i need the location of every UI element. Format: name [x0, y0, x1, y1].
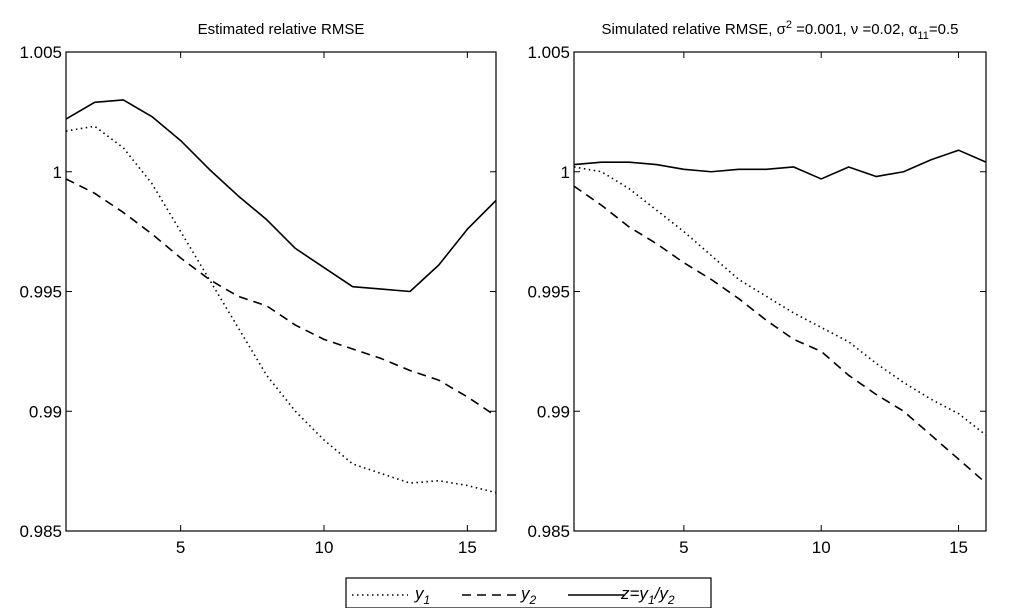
subplot-2: Simulated relative RMSE, σ2 =0.001, ν =0… — [527, 19, 987, 557]
x-tick-label: 10 — [315, 538, 334, 557]
legend-label-y2: y2 — [520, 584, 537, 607]
series-line-z — [574, 149, 986, 180]
x-tick-label: 15 — [458, 538, 477, 557]
title-text: =0.5 — [929, 21, 959, 38]
y-tick-label: 0.99 — [29, 402, 62, 421]
series-line-y2 — [574, 185, 986, 484]
y-tick-label: 0.985 — [19, 522, 62, 541]
x-tick-label: 15 — [949, 538, 968, 557]
axes-frame — [573, 51, 987, 532]
y-tick-label: 1.005 — [19, 43, 62, 62]
y-tick-label: 1 — [561, 163, 570, 182]
series-line-y2 — [66, 178, 496, 417]
series-line-y1 — [574, 166, 986, 436]
legend-subscript: 1 — [648, 593, 655, 607]
series-line-y1 — [66, 125, 496, 494]
legend-text: y — [414, 584, 425, 603]
legend-label-y1: y1 — [414, 584, 430, 607]
title-subscript: 11 — [917, 30, 928, 42]
x-tick-label: 10 — [812, 538, 831, 557]
legend-box — [345, 577, 712, 608]
title-text: =0.001, ν =0.02, α — [792, 21, 918, 38]
subplot-title: Simulated relative RMSE, σ2 =0.001, ν =0… — [602, 19, 959, 42]
y-tick-label: 0.995 — [19, 283, 62, 302]
legend-subscript: 2 — [529, 593, 537, 607]
title-superscript: 2 — [786, 19, 792, 31]
subplot-title: Estimated relative RMSE — [198, 21, 365, 38]
y-tick-label: 1 — [53, 163, 62, 182]
subplot-1: Estimated relative RMSE 0.985 0.99 0.995 1 1.… — [19, 21, 497, 557]
series-line-z — [66, 99, 496, 293]
legend-subscript: 2 — [667, 593, 675, 607]
y-tick-label: 0.985 — [527, 522, 570, 541]
y-tick-label: 0.99 — [537, 402, 570, 421]
y-tick-label: 0.995 — [527, 283, 570, 302]
y-tick-label: 1.005 — [527, 43, 570, 62]
legend-text: /y — [654, 584, 670, 603]
x-tick-label: 5 — [679, 538, 688, 557]
legend-text: z=y — [620, 584, 649, 603]
axes-frame — [65, 51, 497, 532]
legend-subscript: 1 — [424, 593, 431, 607]
x-tick-label: 5 — [176, 538, 185, 557]
legend: y1 y2 z=y1/y2 — [345, 577, 712, 608]
legend-label-z: z=y1/y2 — [620, 584, 675, 607]
legend-text: y — [520, 584, 531, 603]
